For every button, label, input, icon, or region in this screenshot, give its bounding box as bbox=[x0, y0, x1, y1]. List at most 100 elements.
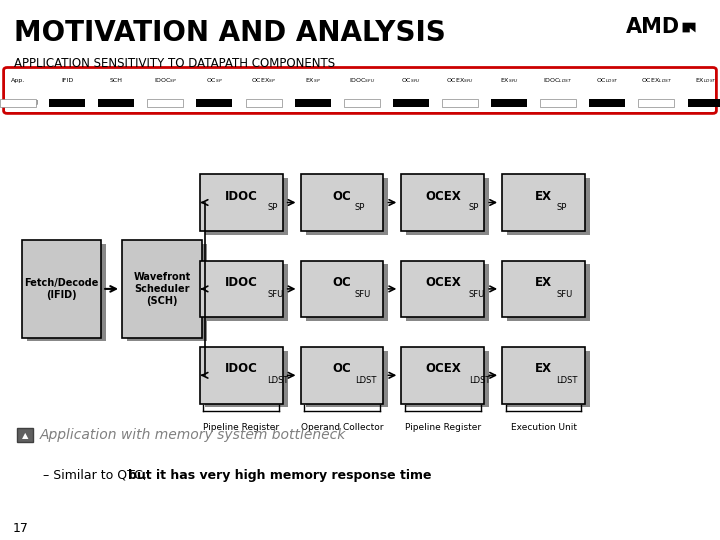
FancyBboxPatch shape bbox=[305, 264, 389, 321]
FancyBboxPatch shape bbox=[301, 260, 383, 317]
FancyBboxPatch shape bbox=[406, 178, 490, 234]
FancyBboxPatch shape bbox=[27, 244, 106, 341]
FancyBboxPatch shape bbox=[122, 240, 202, 338]
FancyBboxPatch shape bbox=[301, 347, 383, 404]
FancyBboxPatch shape bbox=[503, 174, 585, 231]
Text: APPLICATION SENSITIVITY TO DATAPATH COMPONENTS: APPLICATION SENSITIVITY TO DATAPATH COMP… bbox=[14, 57, 336, 70]
Text: OCEX$_{SP}$: OCEX$_{SP}$ bbox=[251, 76, 276, 85]
FancyBboxPatch shape bbox=[205, 351, 288, 407]
Text: IDOC: IDOC bbox=[225, 190, 258, 202]
Bar bbox=[344, 99, 380, 107]
Text: IDOC: IDOC bbox=[225, 362, 258, 375]
FancyBboxPatch shape bbox=[503, 260, 585, 317]
Text: App.: App. bbox=[11, 78, 25, 83]
Text: EX: EX bbox=[535, 362, 552, 375]
Text: Operand Collector: Operand Collector bbox=[301, 423, 383, 433]
Text: SFU: SFU bbox=[267, 290, 284, 299]
FancyBboxPatch shape bbox=[406, 264, 490, 321]
Text: OC: OC bbox=[333, 190, 351, 202]
FancyBboxPatch shape bbox=[503, 347, 585, 404]
Text: SP: SP bbox=[355, 204, 365, 212]
Text: OC: OC bbox=[333, 362, 351, 375]
Text: OCEX: OCEX bbox=[425, 190, 461, 202]
FancyBboxPatch shape bbox=[17, 428, 33, 442]
Text: 17: 17 bbox=[13, 522, 29, 535]
FancyBboxPatch shape bbox=[507, 351, 590, 407]
FancyBboxPatch shape bbox=[305, 178, 389, 234]
Text: – Similar to QTC,: – Similar to QTC, bbox=[43, 469, 151, 482]
Text: SFU: SFU bbox=[557, 290, 573, 299]
Text: OC$_{SP}$: OC$_{SP}$ bbox=[206, 76, 222, 85]
Text: Fetch/Decode
(IFID): Fetch/Decode (IFID) bbox=[24, 278, 99, 300]
Text: but it has very high memory response time: but it has very high memory response tim… bbox=[128, 469, 432, 482]
FancyBboxPatch shape bbox=[127, 244, 207, 341]
Text: EX$_{SFU}$: EX$_{SFU}$ bbox=[500, 76, 518, 85]
FancyBboxPatch shape bbox=[22, 240, 101, 338]
Bar bbox=[294, 99, 330, 107]
Bar bbox=[491, 99, 527, 107]
Bar bbox=[688, 99, 720, 107]
Bar bbox=[540, 99, 576, 107]
FancyBboxPatch shape bbox=[507, 264, 590, 321]
Text: Execution Unit: Execution Unit bbox=[510, 423, 577, 433]
FancyBboxPatch shape bbox=[402, 260, 484, 317]
Bar bbox=[393, 99, 429, 107]
FancyBboxPatch shape bbox=[205, 264, 288, 321]
FancyBboxPatch shape bbox=[4, 68, 716, 113]
Text: OCEX$_{SFU}$: OCEX$_{SFU}$ bbox=[446, 76, 474, 85]
Text: SFU: SFU bbox=[355, 290, 372, 299]
Bar bbox=[49, 99, 85, 107]
Text: OCEX: OCEX bbox=[425, 276, 461, 289]
Bar bbox=[590, 99, 626, 107]
Text: MOTIVATION AND ANALYSIS: MOTIVATION AND ANALYSIS bbox=[14, 19, 446, 47]
Bar bbox=[148, 99, 184, 107]
Text: IDOC$_{SFU}$: IDOC$_{SFU}$ bbox=[348, 76, 375, 85]
Text: OCEX$_{LDST}$: OCEX$_{LDST}$ bbox=[641, 76, 672, 85]
Text: Pipeline Register: Pipeline Register bbox=[405, 423, 481, 433]
Text: IFID: IFID bbox=[61, 78, 73, 83]
Text: LDST: LDST bbox=[469, 376, 490, 385]
Bar bbox=[98, 99, 134, 107]
Bar bbox=[246, 99, 282, 107]
FancyBboxPatch shape bbox=[507, 178, 590, 234]
Text: ▲: ▲ bbox=[22, 431, 28, 440]
Text: OC: OC bbox=[333, 276, 351, 289]
Text: LDST: LDST bbox=[557, 376, 578, 385]
Text: EX: EX bbox=[535, 190, 552, 202]
FancyBboxPatch shape bbox=[406, 351, 490, 407]
Text: EX$_{LDST}$: EX$_{LDST}$ bbox=[695, 76, 716, 85]
Text: SP: SP bbox=[469, 204, 479, 212]
Text: SP: SP bbox=[557, 204, 567, 212]
Text: IDOC$_{SP}$: IDOC$_{SP}$ bbox=[153, 76, 177, 85]
FancyBboxPatch shape bbox=[402, 347, 484, 404]
Bar bbox=[0, 99, 36, 107]
Text: Wavefront
Scheduler
(SCH): Wavefront Scheduler (SCH) bbox=[133, 272, 191, 306]
Text: OC$_{SFU}$: OC$_{SFU}$ bbox=[401, 76, 420, 85]
Text: EX: EX bbox=[535, 276, 552, 289]
Text: LDST: LDST bbox=[267, 376, 289, 385]
Text: Application with memory system bottleneck: Application with memory system bottlenec… bbox=[40, 428, 346, 442]
Text: LDST: LDST bbox=[355, 376, 377, 385]
Polygon shape bbox=[683, 23, 696, 32]
Text: SP: SP bbox=[267, 204, 277, 212]
FancyBboxPatch shape bbox=[402, 174, 484, 231]
Text: IDOC$_{LDST}$: IDOC$_{LDST}$ bbox=[544, 76, 573, 85]
Text: AMD: AMD bbox=[626, 17, 680, 37]
Text: OCEX: OCEX bbox=[425, 362, 461, 375]
FancyBboxPatch shape bbox=[200, 260, 283, 317]
Bar bbox=[197, 99, 233, 107]
Bar bbox=[639, 99, 675, 107]
Text: OC$_{LDST}$: OC$_{LDST}$ bbox=[596, 76, 618, 85]
FancyBboxPatch shape bbox=[305, 351, 389, 407]
Text: Pipeline Register: Pipeline Register bbox=[203, 423, 279, 433]
Text: SFU: SFU bbox=[469, 290, 485, 299]
Text: IDOC: IDOC bbox=[225, 276, 258, 289]
Text: BLK [B]: BLK [B] bbox=[18, 99, 38, 104]
FancyBboxPatch shape bbox=[205, 178, 288, 234]
Text: EX$_{SP}$: EX$_{SP}$ bbox=[305, 76, 320, 85]
Bar bbox=[442, 99, 478, 107]
FancyBboxPatch shape bbox=[200, 347, 283, 404]
FancyBboxPatch shape bbox=[200, 174, 283, 231]
FancyBboxPatch shape bbox=[301, 174, 383, 231]
Text: SCH: SCH bbox=[109, 78, 122, 83]
